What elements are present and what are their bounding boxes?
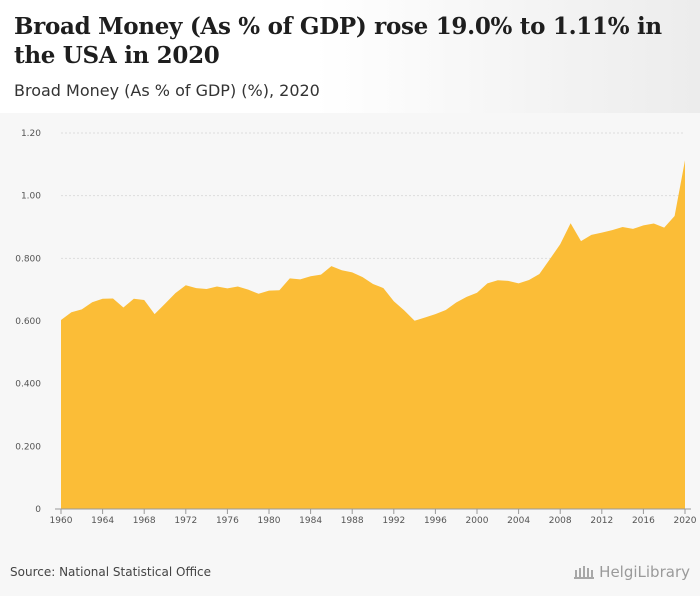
source-note: Source: National Statistical Office xyxy=(10,565,212,579)
chart-title: Broad Money (As % of GDP) rose 19.0% to … xyxy=(14,13,662,69)
x-tick-label: 1988 xyxy=(341,516,364,526)
x-tick-label: 1996 xyxy=(424,516,447,526)
y-tick-label: 1.20 xyxy=(21,129,41,139)
y-tick-label: 1.00 xyxy=(21,192,41,202)
x-tick-label: 2020 xyxy=(674,516,697,526)
y-tick-label: 0.400 xyxy=(15,380,41,390)
x-tick-label: 2004 xyxy=(507,516,530,526)
x-tick-label: 1968 xyxy=(133,516,156,526)
y-tick-label: 0.600 xyxy=(15,317,41,327)
x-tick-label: 1984 xyxy=(299,516,322,526)
y-tick-label: 0 xyxy=(35,505,41,515)
x-tick-label: 1992 xyxy=(382,516,405,526)
x-tick-label: 1980 xyxy=(258,516,281,526)
y-tick-label: 0.800 xyxy=(15,254,41,264)
series-area xyxy=(61,160,685,509)
brand-logo[interactable]: HelgiLibrary xyxy=(573,562,690,582)
x-tick-label: 2016 xyxy=(632,516,655,526)
y-tick-label: 0.200 xyxy=(15,442,41,452)
x-tick-label: 1960 xyxy=(50,516,73,526)
brand-name: HelgiLibrary xyxy=(599,563,690,581)
library-building-icon xyxy=(574,566,595,579)
x-tick-label: 2008 xyxy=(549,516,572,526)
area-chart: 0 0.200 0.400 0.600 0.800 1.00 1.20 1960 1964 196… xyxy=(15,129,697,526)
chart-subtitle: Broad Money (As % of GDP) (%), 2020 xyxy=(14,81,320,100)
x-tick-label: 1972 xyxy=(174,516,197,526)
header: Broad Money (As % of GDP) rose 19.0% to … xyxy=(0,0,700,113)
x-tick-label: 2012 xyxy=(590,516,613,526)
x-tick-label: 2000 xyxy=(466,516,489,526)
x-tick-label: 1964 xyxy=(91,516,114,526)
x-tick-label: 1976 xyxy=(216,516,239,526)
